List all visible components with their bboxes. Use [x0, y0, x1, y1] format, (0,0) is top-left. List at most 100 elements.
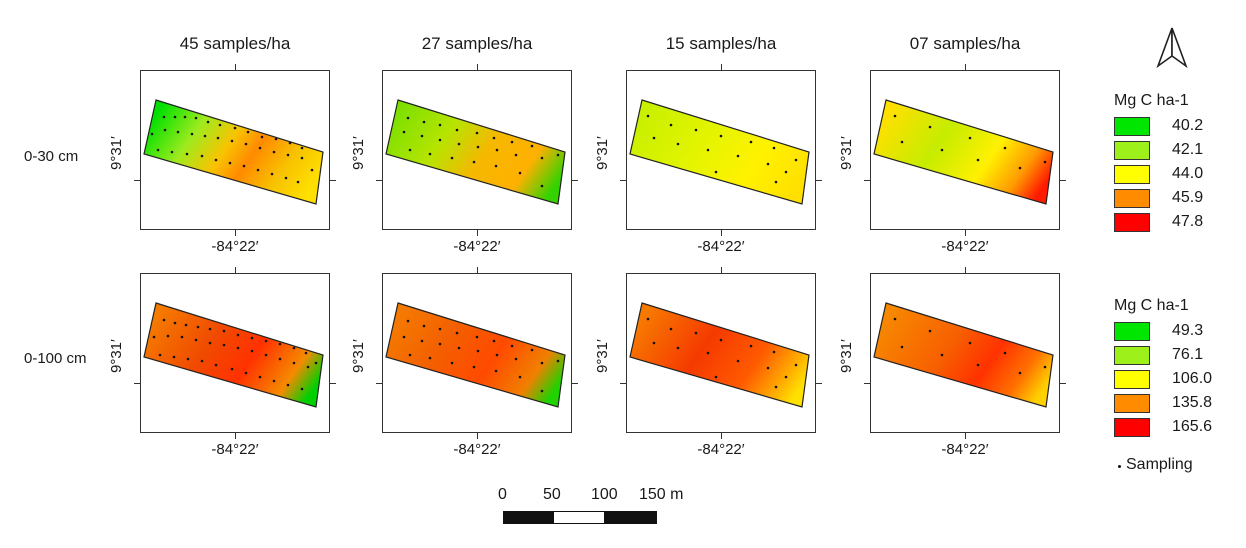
field-interpolation	[873, 99, 1054, 205]
sampling-point	[714, 170, 718, 174]
sampling-point	[646, 317, 650, 321]
sampling-point	[150, 132, 154, 136]
tick-top	[235, 64, 236, 70]
sampling-point	[1003, 351, 1007, 355]
tick-right	[572, 383, 578, 384]
sampling-point	[1018, 166, 1022, 170]
legend-item: 44.0	[1114, 165, 1244, 185]
column-title-15: 15 samples/ha	[665, 34, 777, 53]
sampling-point	[233, 126, 237, 130]
legend-swatch	[1114, 213, 1150, 232]
sampling-point	[766, 366, 770, 370]
sampling-point	[402, 335, 406, 339]
sampling-point	[475, 131, 479, 135]
sampling-point	[408, 148, 412, 152]
field-polygon	[873, 302, 1054, 408]
tick-right	[816, 180, 822, 181]
legend-swatch	[1114, 370, 1150, 389]
sampling-point	[260, 135, 264, 139]
field-interpolation	[873, 302, 1054, 408]
sampling-point	[428, 152, 432, 156]
sampling-point	[264, 353, 268, 357]
legend-value: 42.1	[1172, 141, 1204, 158]
sampling-point	[292, 361, 296, 365]
field-polygon	[629, 99, 810, 205]
scale-segment-1	[504, 512, 554, 523]
sampling-point	[1043, 160, 1047, 164]
tick-bottom	[235, 433, 236, 439]
legend-value: 135.8	[1172, 394, 1213, 411]
legend-item: 76.1	[1114, 346, 1244, 366]
legend-value: 165.6	[1172, 418, 1213, 435]
sampling-legend: Sampling	[1118, 456, 1193, 474]
tick-right	[1060, 383, 1066, 384]
sampling-point	[162, 115, 166, 119]
sampling-point	[296, 180, 300, 184]
sampling-point	[190, 132, 194, 136]
tick-bottom	[477, 230, 478, 236]
sampling-point	[216, 136, 220, 140]
legend-swatch	[1114, 346, 1150, 365]
sampling-point	[163, 128, 167, 132]
sampling-point	[272, 150, 276, 154]
tick-left	[620, 180, 626, 181]
tick-right	[330, 383, 336, 384]
field-interpolation	[143, 302, 324, 408]
sampling-point	[300, 156, 304, 160]
sampling-point	[794, 158, 798, 162]
legend-value: 47.8	[1172, 213, 1204, 230]
field-interpolation	[385, 99, 566, 205]
sampling-point	[530, 348, 534, 352]
sampling-point	[258, 375, 262, 379]
map-panel-r1-c2: -84°22′ 9°31′	[350, 64, 578, 255]
sampling-point	[772, 350, 776, 354]
legend-value: 106.0	[1172, 370, 1213, 387]
tick-top	[235, 267, 236, 273]
tick-bottom	[477, 433, 478, 439]
legend-value: 49.3	[1172, 322, 1204, 339]
latitude-label: 9°31′	[108, 136, 125, 170]
tick-bottom	[721, 230, 722, 236]
legend-value: 44.0	[1172, 165, 1204, 182]
sampling-point	[476, 145, 480, 149]
field-polygon	[385, 302, 566, 408]
tick-top	[477, 64, 478, 70]
field-polygon	[385, 99, 566, 205]
legend-swatch	[1114, 394, 1150, 413]
scale-segment-2	[554, 512, 604, 523]
sampling-point	[1043, 365, 1047, 369]
sampling-point	[455, 331, 459, 335]
sampling-point	[492, 136, 496, 140]
sampling-point	[694, 128, 698, 132]
latitude-label: 9°31′	[350, 136, 367, 170]
legend-swatch	[1114, 141, 1150, 160]
sampling-point	[510, 344, 514, 348]
tick-left	[376, 383, 382, 384]
sampling-point	[284, 176, 288, 180]
legend-item: 42.1	[1114, 141, 1244, 161]
sampling-point	[540, 156, 544, 160]
sampling-point	[676, 346, 680, 350]
tick-bottom	[235, 230, 236, 236]
sampling-point	[438, 138, 442, 142]
sampling-point	[494, 369, 498, 373]
sampling-point	[183, 115, 187, 119]
sampling-point	[422, 324, 426, 328]
sampling-point	[184, 323, 188, 327]
tick-left	[134, 383, 140, 384]
sampling-point	[510, 140, 514, 144]
sampling-point	[652, 341, 656, 345]
map-panel-r1-c1: -84°22′ 9°31′	[108, 64, 336, 255]
sampling-point	[244, 371, 248, 375]
map-panel-r2-c1: -84°22′ 9°31′	[108, 267, 336, 458]
sampling-point	[694, 331, 698, 335]
scale-label-50: 50	[543, 486, 561, 503]
sampling-point	[196, 325, 200, 329]
field-polygon	[629, 302, 810, 408]
legend-swatch	[1114, 418, 1150, 437]
sampling-point	[166, 334, 170, 338]
row-label-0-30: 0-30 cm	[24, 148, 79, 165]
tick-bottom	[721, 433, 722, 439]
sampling-point	[292, 346, 296, 350]
sampling-point	[406, 116, 410, 120]
